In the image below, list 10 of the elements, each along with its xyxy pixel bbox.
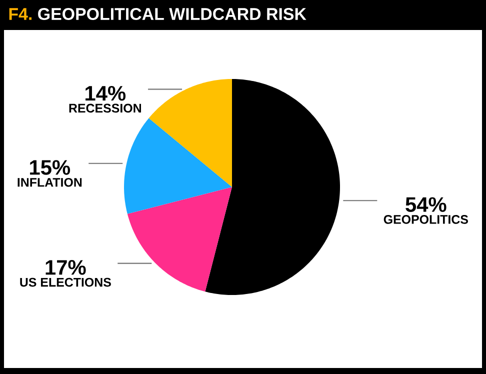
text: F4. — [9, 8, 32, 20]
data-label: 54% — [406, 197, 446, 212]
data-label: 15% — [30, 160, 70, 175]
slice-label: GEOPOLITICS — [384, 215, 468, 224]
slice-label: RECESSION — [69, 104, 141, 113]
chart-title: GEOPOLITICAL WILDCARD RISK — [38, 8, 306, 20]
slice-label: INFLATION — [18, 178, 82, 187]
data-label: 14% — [86, 86, 126, 101]
slice-label: US ELECTIONS — [20, 278, 111, 287]
data-label: 17% — [46, 260, 86, 275]
